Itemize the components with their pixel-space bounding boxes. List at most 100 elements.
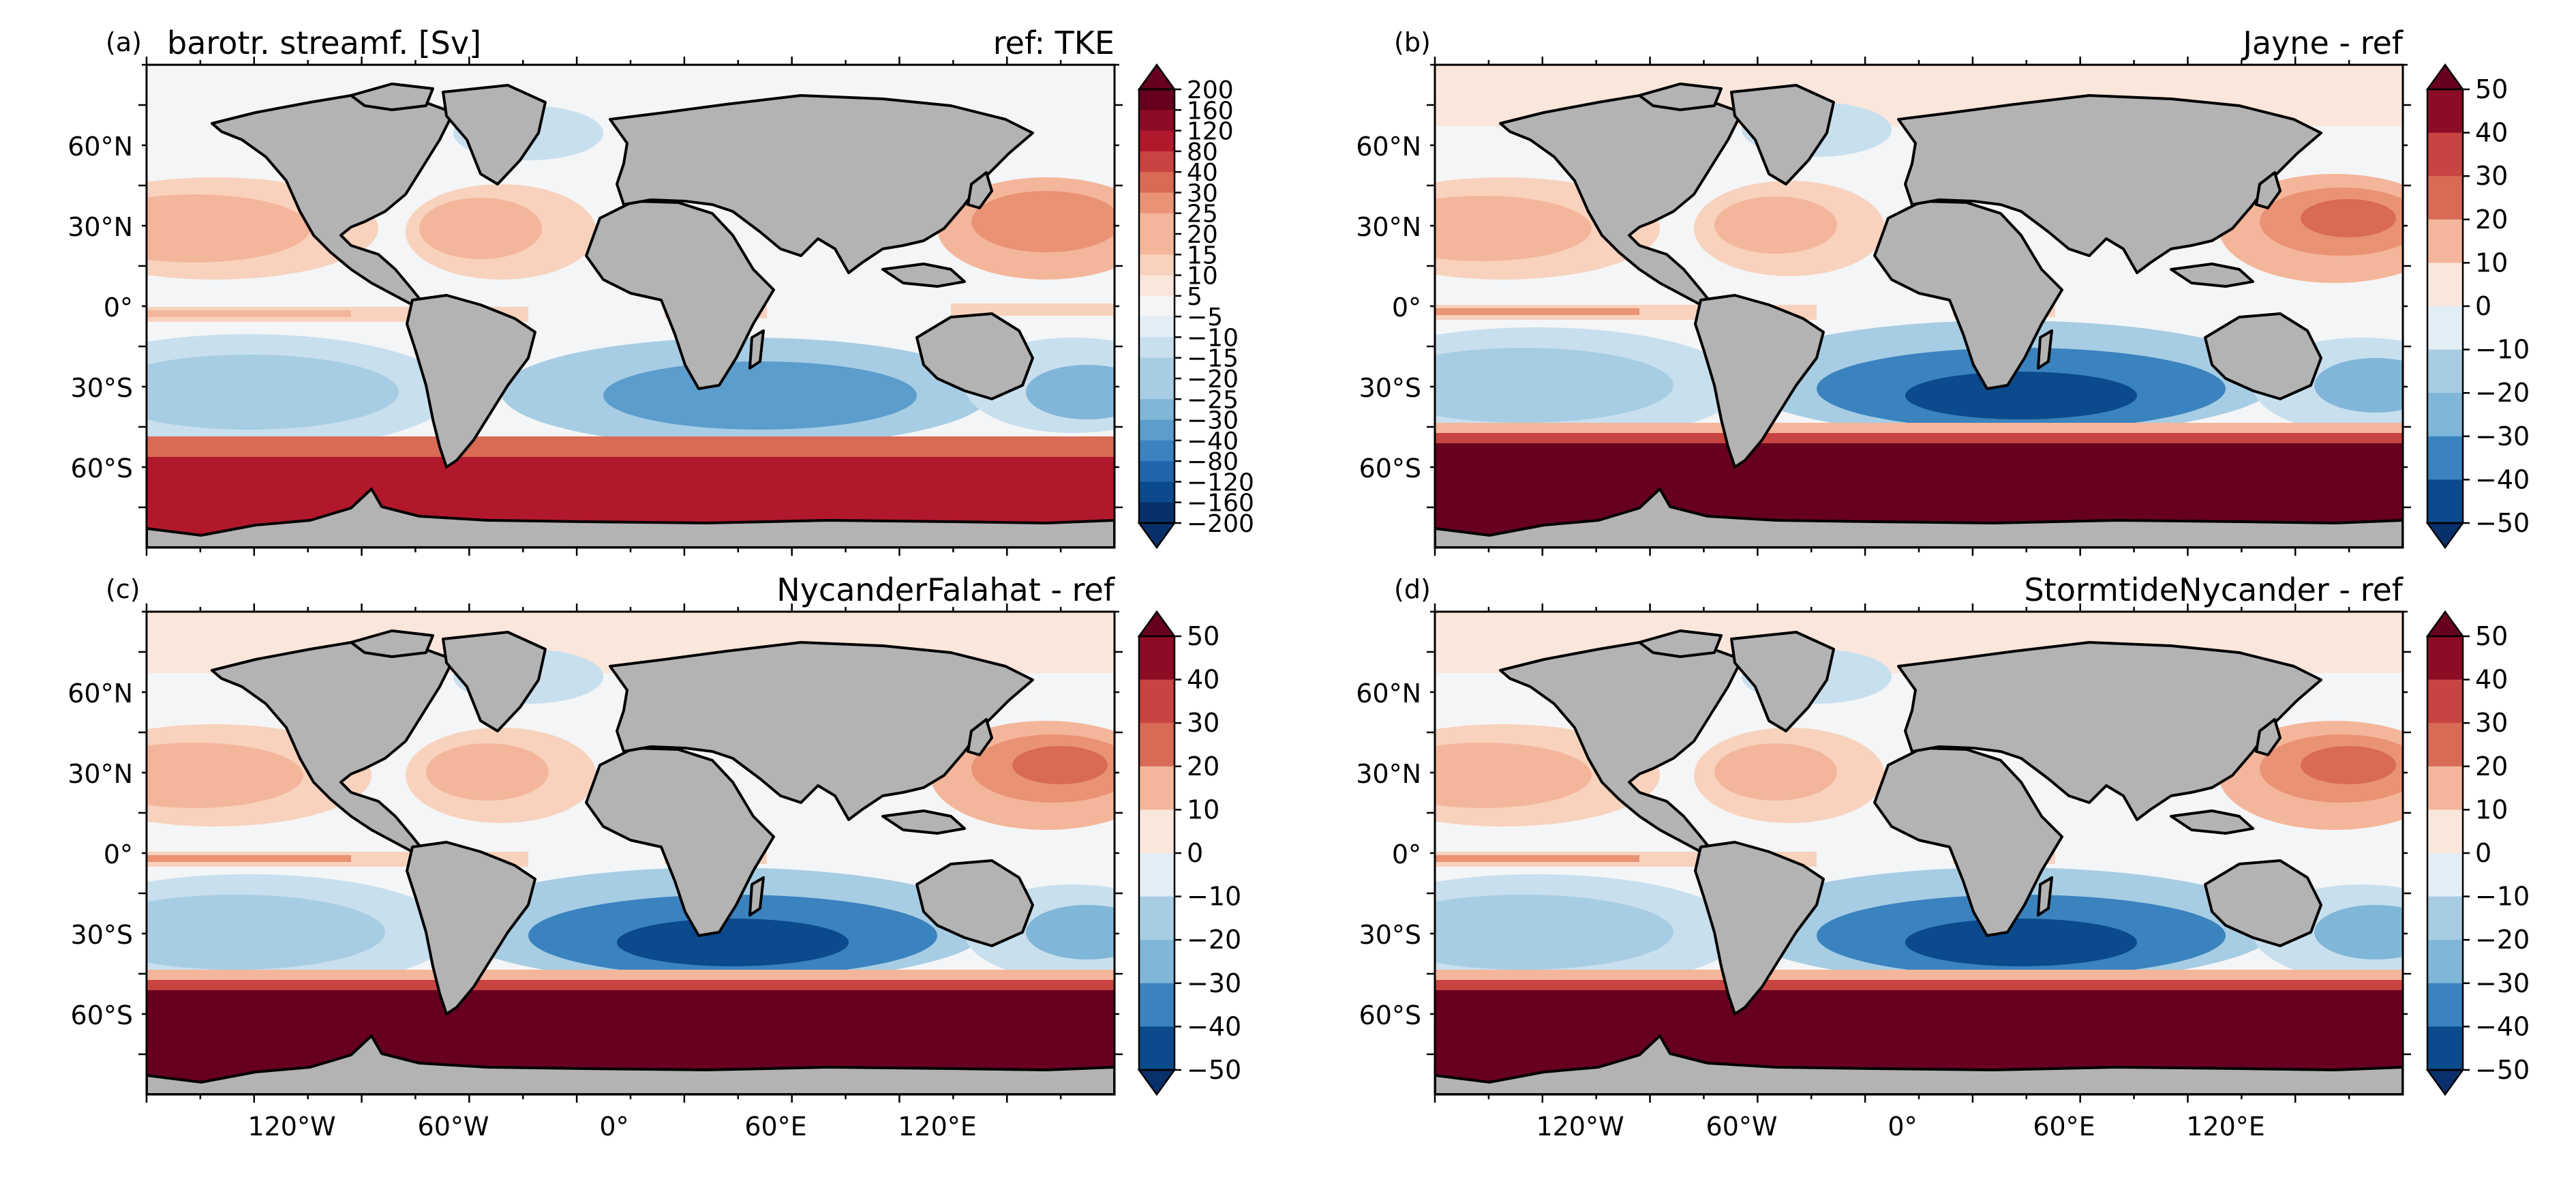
colorbar-tick-label: 20	[1187, 751, 1219, 781]
colorbar-tick-label: 0	[2475, 291, 2491, 321]
lon-tick-label: 0°	[599, 1112, 628, 1142]
lon-tick-label: 120°E	[898, 1112, 977, 1142]
colorbar-tick-label: −10	[2475, 882, 2530, 912]
panel-label: (d)	[1394, 574, 1431, 604]
colorbar-band	[1139, 172, 1175, 194]
colorbar-tick-label: −40	[1187, 1011, 1241, 1041]
colorbar-band	[2427, 89, 2463, 134]
colorbar-tick-label: 50	[2475, 621, 2508, 651]
lon-tick-label: 120°E	[2186, 1112, 2265, 1142]
colorbar-band	[1139, 440, 1175, 462]
lat-tick-label: 30°S	[1359, 920, 1421, 950]
lat-tick-label: 30°N	[67, 759, 133, 789]
lat-tick-label: 60°N	[67, 132, 133, 162]
colorbar-tick-label: 10	[1187, 263, 1218, 290]
colorbar-band	[1139, 110, 1175, 132]
colorbar-band	[1139, 853, 1175, 897]
colorbar-tick-label: 0	[2475, 838, 2491, 868]
colorbar-band	[1139, 679, 1175, 724]
colorbar-tick-label: 20	[2475, 751, 2508, 781]
colorbar-band	[2427, 176, 2463, 220]
colorbar-band	[2427, 306, 2463, 351]
panel-label: (b)	[1394, 27, 1431, 57]
panel-title-right: Jayne - ref	[2241, 25, 2404, 61]
colorbar-tick-label: −200	[1187, 510, 1254, 538]
colorbar-tick-label: −160	[1187, 490, 1254, 518]
colorbar-band	[2427, 263, 2463, 307]
colorbar-tick-label: −50	[2475, 508, 2530, 538]
colorbar-band	[1139, 254, 1175, 276]
colorbar-tick-label: −20	[2475, 925, 2530, 955]
colorbar-band	[2427, 723, 2463, 767]
lat-tick-label: 60°N	[67, 679, 133, 709]
lon-tick-label: 60°W	[418, 1112, 489, 1142]
colorbar-band	[2427, 636, 2463, 681]
colorbar-band	[1139, 502, 1175, 524]
colorbar-tick-label: 0	[1187, 838, 1203, 868]
colorbar-band	[2427, 393, 2463, 437]
colorbar-tick-label: −10	[1187, 324, 1239, 352]
colorbar-tick-label: 40	[1187, 159, 1218, 187]
panel-c: 60°N 30°N 0° 30°S 60°S 120°W 60°W 0° 60°E 120°E (c…	[67, 571, 1241, 1142]
colorbar-tick-label: −30	[2475, 968, 2530, 998]
colorbar-max-extend	[2425, 610, 2465, 638]
colorbar-tick-label: −10	[2475, 335, 2530, 365]
colorbar-min-extend	[2425, 522, 2465, 550]
panel-title-right: NycanderFalahat - ref	[776, 571, 1115, 608]
colorbar-band	[1139, 151, 1175, 173]
colorbar-tick-label: −20	[1187, 925, 1241, 955]
colorbar-band	[1139, 357, 1175, 379]
lat-tick-label: 30°N	[1356, 759, 1421, 789]
colorbar-band	[1139, 419, 1175, 441]
colorbar-band	[1139, 461, 1175, 483]
colorbar-band	[2427, 132, 2463, 177]
colorbar-band	[2427, 679, 2463, 724]
colorbar-band	[1139, 983, 1175, 1027]
colorbar-band	[2427, 436, 2463, 480]
colorbar-band	[1139, 234, 1175, 255]
colorbar-band	[1139, 295, 1175, 317]
lon-tick-label: 60°W	[1706, 1112, 1778, 1142]
lat-tick-label: 60°N	[1356, 132, 1421, 162]
colorbar-tick-label: −40	[2475, 1011, 2530, 1041]
colorbar-tick-label: −15	[1187, 345, 1239, 373]
lat-tick-label: 30°S	[1359, 373, 1421, 403]
colorbar: 50 40 30 20 10 0 −10 −20 −30 −40 −50	[2425, 610, 2530, 1097]
colorbar-tick-label: 30	[2475, 708, 2508, 738]
colorbar-band	[1139, 89, 1175, 110]
colorbar-band	[1139, 275, 1175, 297]
colorbar-tick-label: −30	[1187, 407, 1239, 435]
lat-tick-label: 0°	[1392, 293, 1421, 323]
colorbar-band	[1139, 337, 1175, 359]
colorbar-tick-label: 15	[1187, 241, 1218, 269]
colorbar-frame	[1138, 88, 1176, 524]
colorbar-tick-label: 5	[1187, 283, 1202, 311]
colorbar-band	[1139, 130, 1175, 152]
colorbar-min-extend	[1137, 522, 1177, 550]
colorbar-min-extend	[1137, 1069, 1177, 1097]
panel-title-left: barotr. streamf. [Sv]	[167, 25, 481, 61]
colorbar-tick-label: −50	[2475, 1055, 2530, 1085]
map-area	[1435, 65, 2403, 548]
panels-layer: 60°N 30°N 0° 30°S 60°S (a) barotr. streamf. [S…	[67, 25, 2530, 1142]
lat-tick-label: 0°	[104, 839, 133, 869]
map-area	[1435, 612, 2403, 1094]
colorbar-band	[2427, 940, 2463, 984]
colorbar-band	[2427, 766, 2463, 810]
colorbar-tick-label: 20	[2475, 205, 2508, 235]
axis-ticks	[1427, 604, 2411, 1103]
panel-a: 60°N 30°N 0° 30°S 60°S (a) barotr. streamf. [S…	[67, 25, 1254, 556]
colorbar-band	[2427, 809, 2463, 854]
map-area	[147, 65, 1115, 548]
lon-tick-label: 0°	[1888, 1112, 1917, 1142]
colorbar-max-extend	[1137, 63, 1177, 91]
colorbar-tick-label: −20	[1187, 366, 1239, 393]
colorbar-tick-label: −40	[1187, 428, 1239, 456]
axis-ticks	[1427, 57, 2411, 556]
colorbar-tick-label: −5	[1187, 303, 1223, 331]
lat-tick-label: 60°N	[1356, 679, 1421, 709]
lon-tick-label: 60°E	[2033, 1112, 2095, 1142]
colorbar-tick-label: 160	[1187, 97, 1234, 125]
colorbar-band	[1139, 723, 1175, 767]
panel-title-right: ref: TKE	[993, 25, 1115, 61]
